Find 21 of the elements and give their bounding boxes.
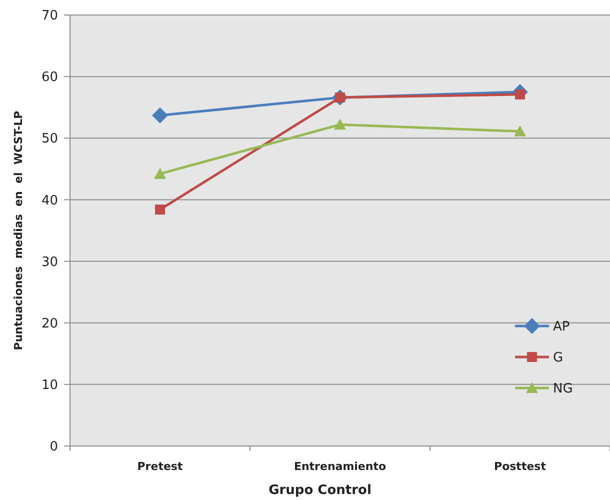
y-tick-label: 70 (41, 8, 58, 24)
point (152, 107, 168, 124)
y-tick-label: 10 (41, 378, 58, 393)
legend-label: G (553, 350, 564, 366)
y-axis-title: Puntuaciones medias en el WCST-LP (12, 110, 25, 350)
legend-label: AP (553, 320, 570, 335)
x-tick-label: Entrenamiento (294, 460, 386, 473)
point (154, 168, 166, 179)
x-axis-title: Grupo Control (268, 483, 372, 498)
point (514, 125, 526, 136)
point (334, 118, 346, 130)
legend-label: NG (553, 382, 573, 397)
y-tick-label: 50 (41, 132, 58, 147)
y-tick-label: 30 (41, 254, 58, 270)
y-tick-label: 20 (41, 316, 58, 332)
x-tick-label: Pretest (137, 460, 183, 473)
y-tick-label: 0 (50, 440, 58, 455)
x-tick-label: Posttest (494, 460, 546, 473)
y-tick-label: 40 (41, 193, 58, 208)
y-tick-label: 60 (41, 70, 58, 86)
point (155, 204, 165, 215)
